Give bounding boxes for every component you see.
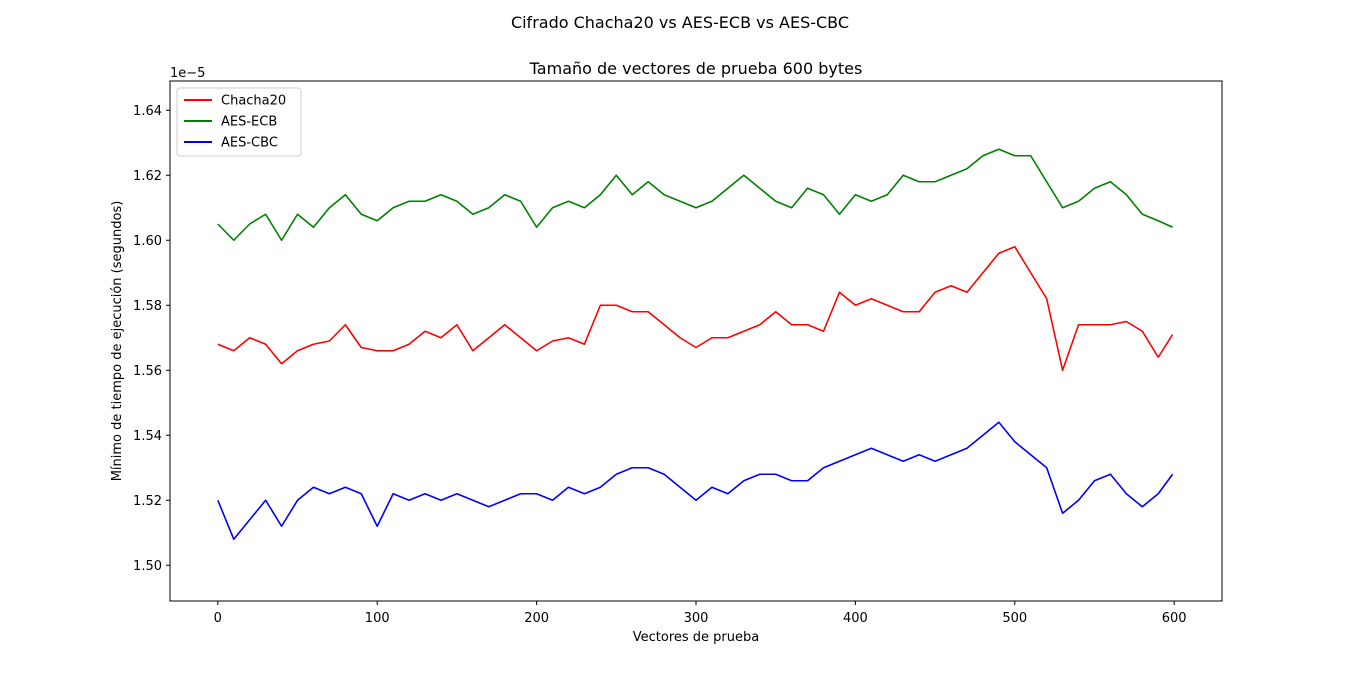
x-tick-label: 500: [1002, 611, 1027, 626]
series-line-aes-ecb: [217, 148, 1173, 242]
y-axis-label: Mínimo de tiempo de ejecución (segundos): [110, 201, 125, 482]
legend-label: AES-ECB: [221, 115, 277, 130]
y-axis: 1.50 1.52 1.54 1.56 1.58 1.60 1.62 1.64: [133, 104, 170, 574]
y-tick-label: 1.60: [133, 234, 162, 249]
legend-box: [176, 87, 302, 157]
legend-label: Chacha20: [221, 94, 286, 109]
x-axis: 0 100 200 300 400 500 600: [214, 601, 1187, 626]
series-layer: [217, 148, 1174, 541]
y-tick-label: 1.54: [133, 429, 162, 444]
y-tick-label: 1.56: [133, 364, 162, 379]
x-tick-label: 100: [365, 611, 390, 626]
y-tick-label: 1.50: [133, 559, 162, 574]
series-line-chacha20: [217, 245, 1174, 372]
chart-title: Tamaño de vectores de prueba 600 bytes: [529, 59, 863, 78]
y-tick-label: 1.52: [133, 494, 162, 509]
legend: Chacha20 AES-ECB AES-CBC: [176, 87, 302, 157]
y-offset-label: 1e−5: [170, 66, 205, 81]
x-tick-label: 400: [843, 611, 868, 626]
figure-suptitle: Cifrado Chacha20 vs AES-ECB vs AES-CBC: [511, 13, 849, 32]
x-tick-label: 0: [214, 611, 222, 626]
y-tick-label: 1.58: [133, 299, 162, 314]
y-tick-label: 1.64: [133, 104, 162, 119]
x-tick-label: 600: [1162, 611, 1187, 626]
x-tick-label: 200: [524, 611, 549, 626]
x-tick-label: 300: [684, 611, 709, 626]
x-axis-label: Vectores de prueba: [633, 630, 759, 645]
series-line-aes-cbc: [217, 421, 1174, 541]
y-tick-label: 1.62: [133, 169, 162, 184]
legend-label: AES-CBC: [221, 136, 278, 151]
